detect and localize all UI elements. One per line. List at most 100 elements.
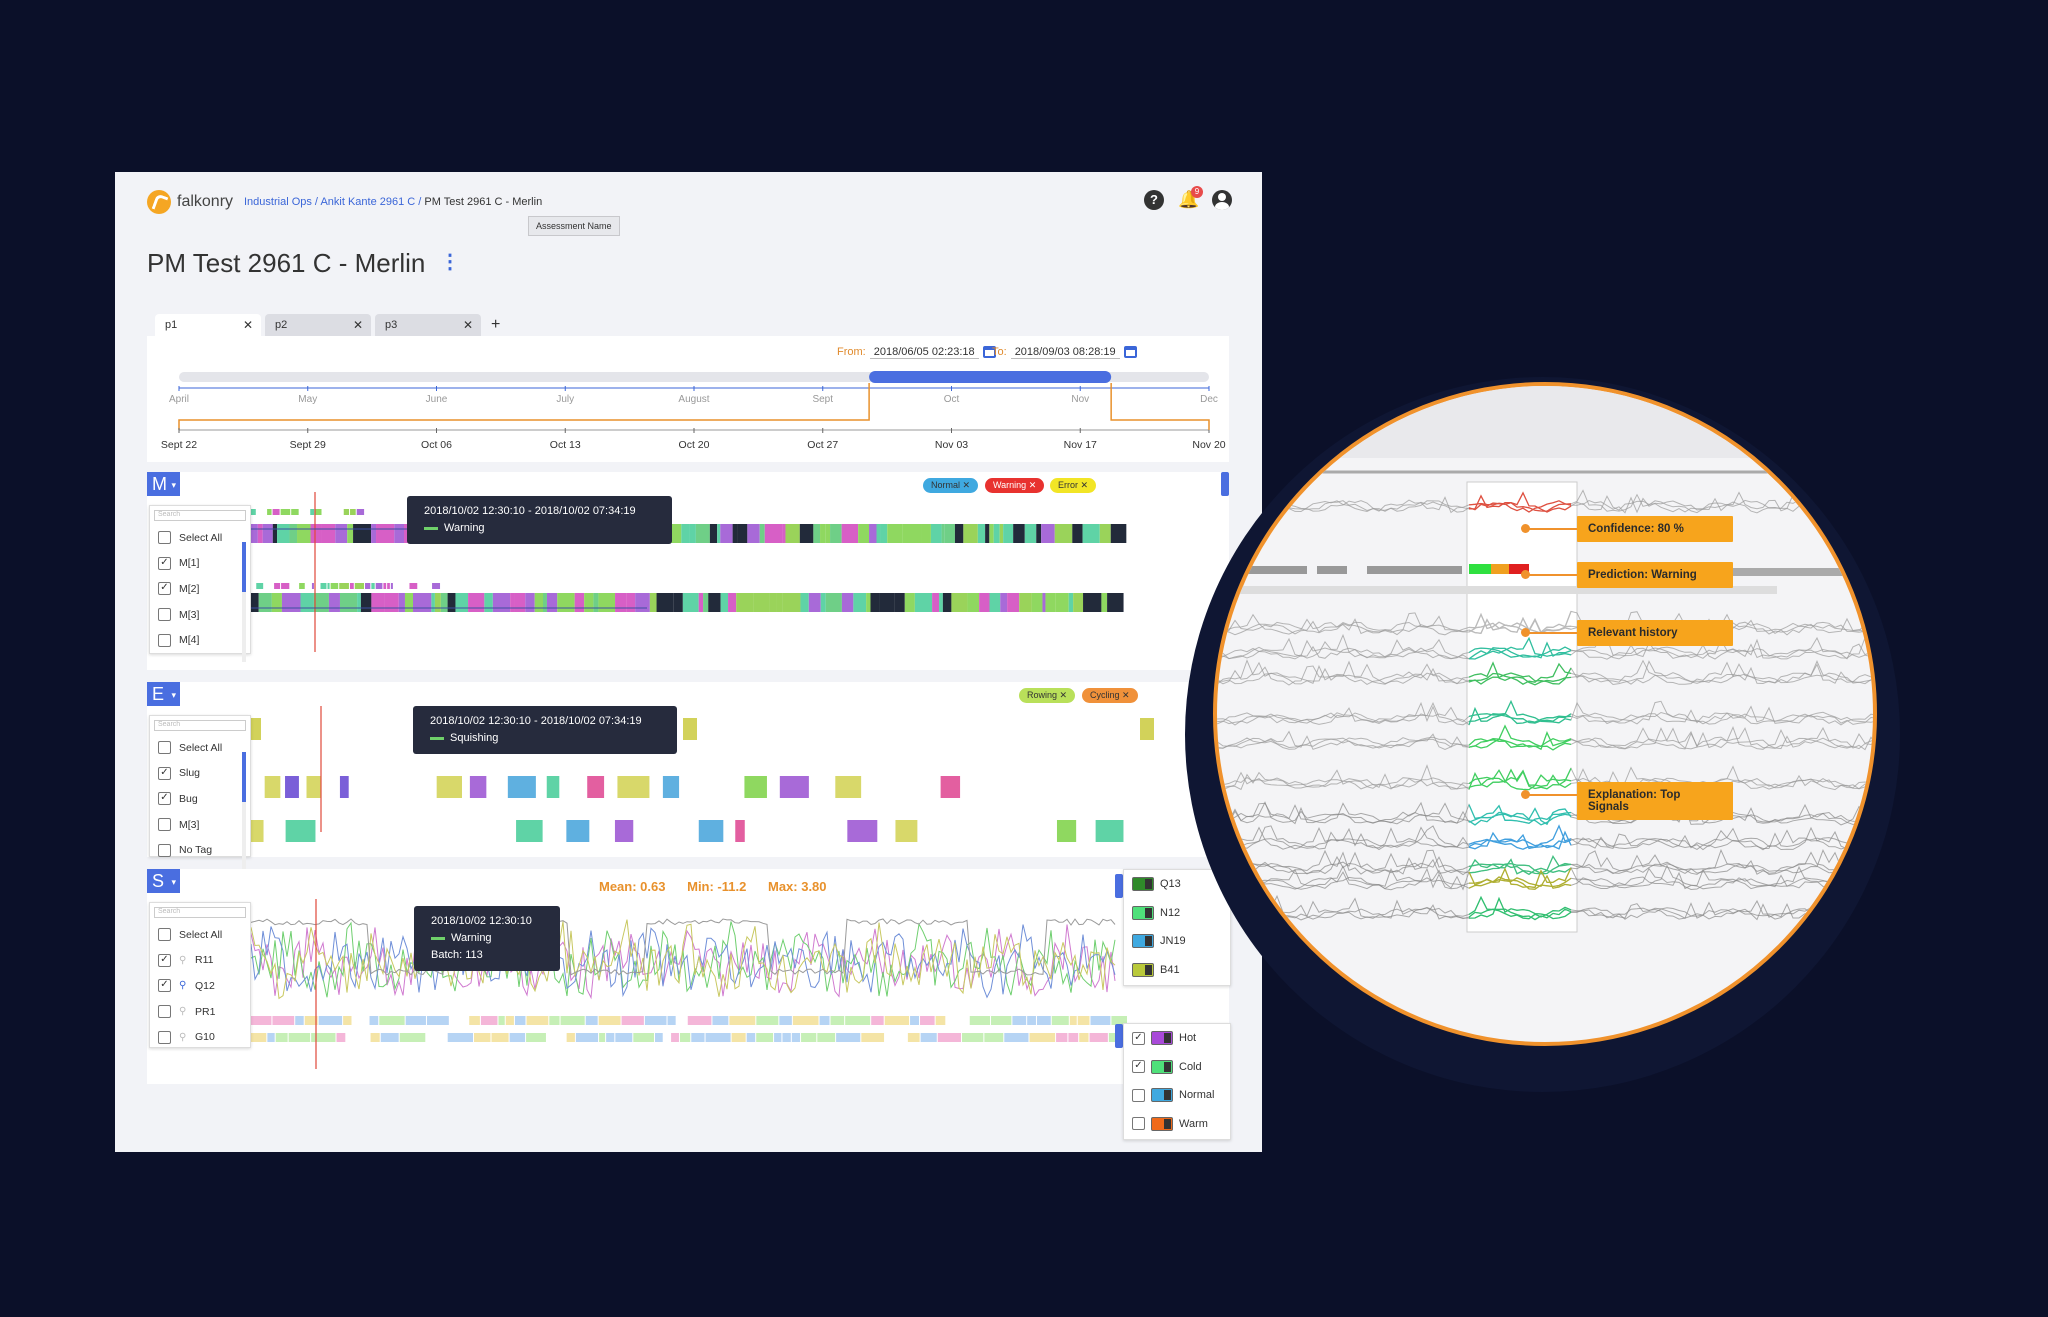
filter-item[interactable]: ✓ Bug — [150, 786, 250, 812]
legend-item[interactable]: N12 — [1124, 899, 1230, 928]
signal-legend-handle[interactable] — [1115, 874, 1123, 898]
color-swatch-dropdown[interactable] — [1132, 905, 1154, 920]
legend-item[interactable]: JN19 — [1124, 927, 1230, 956]
filter-item[interactable]: ✓ M[1] — [150, 551, 250, 577]
falkonry-logo[interactable]: falkonry — [147, 190, 233, 214]
legend-item[interactable]: ✓ Hot — [1124, 1024, 1230, 1053]
filter-item[interactable]: Select All — [150, 735, 250, 761]
filter-item[interactable]: ✓ M[2] — [150, 576, 250, 602]
condition-legend-handle[interactable] — [1115, 1024, 1123, 1048]
checkbox[interactable]: ✓ — [158, 582, 171, 596]
model-search-input[interactable]: Search — [154, 510, 246, 521]
color-swatch-dropdown[interactable] — [1132, 877, 1154, 892]
checkbox[interactable] — [158, 531, 171, 545]
legend-item[interactable]: Q13 — [1124, 870, 1230, 899]
filter-item[interactable]: ⚲ G10 — [150, 1024, 250, 1050]
checkbox[interactable]: ✓ — [158, 792, 171, 806]
breadcrumb-ankit-kante[interactable]: Ankit Kante 2961 C / — [320, 196, 422, 208]
filter-item[interactable]: ⚲ PR1 — [150, 999, 250, 1025]
checkbox[interactable] — [158, 818, 171, 832]
chip-error[interactable]: Error ✕ — [1050, 478, 1097, 493]
calendar-icon[interactable] — [1123, 346, 1137, 359]
day-label: Sept 29 — [290, 439, 326, 451]
close-tab-icon[interactable]: ✕ — [462, 318, 473, 332]
close-tab-icon[interactable]: ✕ — [242, 318, 253, 332]
event-segment — [683, 718, 697, 740]
model-state-segment — [1073, 593, 1084, 612]
filter-item[interactable]: ✓ Slug — [150, 761, 250, 787]
color-swatch-dropdown[interactable] — [1151, 1088, 1173, 1103]
filter-item[interactable]: M[4] — [150, 627, 250, 653]
filter-scrollbar[interactable] — [242, 752, 246, 872]
to-value[interactable]: 2018/09/03 08:28:19 — [1010, 346, 1120, 359]
range-selection-handle[interactable] — [869, 371, 1112, 383]
checkbox[interactable]: ✓ — [1132, 1031, 1145, 1045]
checkbox[interactable]: ✓ — [158, 766, 171, 780]
legend-item[interactable]: Warm — [1124, 1110, 1230, 1139]
checkbox[interactable]: ✓ — [158, 979, 171, 993]
range-slider-svg[interactable]: April May June July August Sept Oct Nov Dec Sept… — [147, 336, 1229, 462]
checkbox[interactable] — [158, 608, 171, 622]
model-state-segment — [1099, 524, 1111, 543]
filter-item[interactable]: M[3] — [150, 812, 250, 838]
tab-p1[interactable]: p1 ✕ — [155, 314, 261, 336]
checkbox[interactable] — [158, 928, 171, 942]
signal-search-input[interactable]: Search — [154, 907, 246, 918]
color-swatch-dropdown[interactable] — [1151, 1059, 1173, 1074]
color-swatch-dropdown[interactable] — [1151, 1031, 1173, 1046]
breadcrumb-industrial-ops[interactable]: Industrial Ops / — [244, 196, 318, 208]
checkbox[interactable] — [158, 741, 171, 755]
tab-p2[interactable]: p2 ✕ — [265, 314, 371, 336]
help-icon[interactable]: ? — [1144, 190, 1164, 210]
notifications-bell-icon[interactable]: 🔔 9 — [1178, 186, 1203, 210]
add-tab-button[interactable]: + — [491, 316, 501, 333]
event-search-input[interactable]: Search — [154, 720, 246, 731]
pin-icon[interactable]: ⚲ — [179, 1006, 187, 1018]
checkbox[interactable] — [158, 633, 171, 647]
model-state-segment — [1024, 524, 1037, 543]
day-label: Oct 06 — [421, 439, 452, 451]
condition-segment — [644, 1016, 667, 1025]
color-swatch-dropdown[interactable] — [1151, 1116, 1173, 1131]
filter-item[interactable]: Select All — [150, 922, 250, 948]
from-value[interactable]: 2018/06/05 02:23:18 — [869, 346, 979, 359]
pin-icon[interactable]: ⚲ — [179, 954, 187, 966]
checkbox[interactable] — [1132, 1117, 1145, 1131]
condition-segment — [1051, 1016, 1069, 1025]
legend-item[interactable]: Normal — [1124, 1081, 1230, 1110]
close-tab-icon[interactable]: ✕ — [352, 318, 363, 332]
color-swatch-dropdown[interactable] — [1132, 934, 1154, 949]
from-date[interactable]: From: 2018/06/05 02:23:18 — [837, 346, 996, 359]
legend-item[interactable]: ✓ Cold — [1124, 1053, 1230, 1082]
checkbox[interactable] — [158, 1005, 171, 1019]
filter-item[interactable]: No Tag — [150, 837, 250, 863]
chip-normal[interactable]: Normal ✕ — [923, 478, 979, 493]
event-section-button[interactable]: E — [147, 682, 180, 707]
checkbox[interactable]: ✓ — [158, 556, 171, 570]
pin-icon[interactable]: ⚲ — [179, 980, 187, 992]
chip-warning[interactable]: Warning ✕ — [985, 478, 1045, 493]
tab-p3[interactable]: p3 ✕ — [375, 314, 481, 336]
pin-icon[interactable]: ⚲ — [179, 1031, 187, 1043]
calendar-icon[interactable] — [982, 346, 996, 359]
checkbox[interactable]: ✓ — [158, 953, 171, 967]
checkbox[interactable] — [1132, 1088, 1145, 1102]
model-section-button[interactable]: M — [147, 472, 180, 497]
color-swatch-dropdown[interactable] — [1132, 962, 1154, 977]
to-date[interactable]: To: 2018/09/03 08:28:19 — [992, 346, 1137, 359]
model-section-side-handle[interactable] — [1221, 472, 1229, 496]
filter-item[interactable]: ✓ ⚲ Q12 — [150, 973, 250, 999]
checkbox[interactable] — [158, 843, 171, 857]
checkbox[interactable] — [158, 1030, 171, 1044]
user-account-icon[interactable] — [1212, 190, 1232, 210]
filter-scrollbar[interactable] — [242, 542, 246, 662]
chip-cycling[interactable]: Cycling ✕ — [1082, 688, 1138, 703]
filter-item[interactable]: ✓ ⚲ R11 — [150, 948, 250, 974]
checkbox[interactable]: ✓ — [1132, 1060, 1145, 1074]
signal-section-button[interactable]: S — [147, 869, 180, 894]
chip-rowing[interactable]: Rowing ✕ — [1019, 688, 1076, 703]
legend-item[interactable]: B41 — [1124, 956, 1230, 985]
filter-item[interactable]: M[3] — [150, 602, 250, 628]
more-options-icon[interactable]: ⋮ — [440, 251, 460, 273]
filter-item[interactable]: Select All — [150, 525, 250, 551]
